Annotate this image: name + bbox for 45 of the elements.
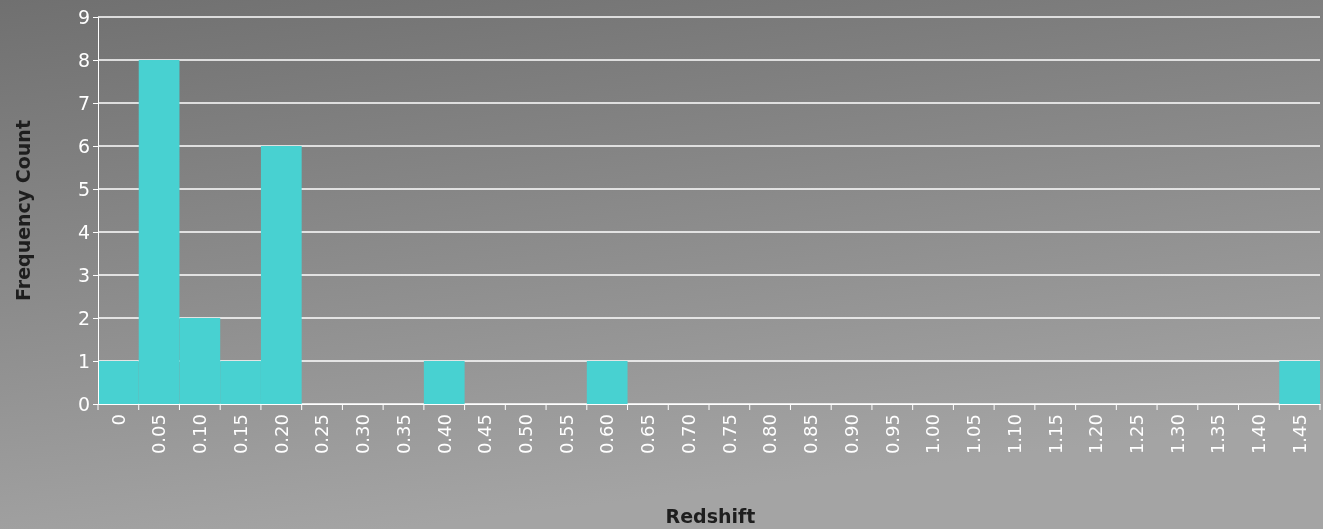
- x-tick-label: 0.60: [596, 414, 618, 455]
- x-tick-label: 0.10: [189, 414, 211, 455]
- x-tick-label: 1.45: [1288, 414, 1310, 455]
- x-tick-label: 1.15: [1044, 414, 1066, 455]
- y-tick-label: 1: [77, 349, 90, 372]
- y-tick-label: 9: [77, 5, 90, 28]
- x-tick-label: 0.95: [881, 414, 903, 455]
- x-tick-label: 0.80: [759, 414, 781, 455]
- x-tick-label: 0.45: [474, 414, 496, 455]
- x-tick-label: 0.30: [352, 414, 374, 455]
- bar: [423, 361, 465, 404]
- x-tick-label: 1.40: [1248, 414, 1270, 455]
- x-tick-label: 0.90: [840, 414, 862, 455]
- x-tick-label: 0.25: [311, 414, 333, 455]
- y-tick-label: 2: [77, 306, 90, 329]
- bar: [1279, 361, 1320, 404]
- x-tick-label: 1.05: [963, 414, 985, 455]
- y-tick-label: 6: [77, 134, 90, 157]
- x-tick-label: 1.20: [1085, 414, 1107, 455]
- y-tick-label: 0: [77, 392, 90, 415]
- x-tick-label: 0.65: [637, 414, 659, 455]
- x-tick-label: 0.40: [433, 414, 455, 455]
- bar: [586, 361, 628, 404]
- x-tick-label: 0: [107, 414, 129, 426]
- x-tick-label: 1.30: [1166, 414, 1188, 455]
- x-tick-label: 0.70: [677, 414, 699, 455]
- x-tick-label: 0.15: [229, 414, 251, 455]
- x-axis-title: Redshift: [665, 505, 756, 527]
- y-tick-label: 7: [77, 91, 90, 114]
- x-tick-label: 0.20: [270, 414, 292, 455]
- y-axis-title: Frequency Count: [12, 120, 34, 301]
- x-tick-label: 1.00: [922, 414, 944, 455]
- x-tick-label: 1.35: [1207, 414, 1229, 455]
- x-tick-label: 0.50: [515, 414, 536, 455]
- y-tick-label: 8: [77, 48, 90, 71]
- x-tick-label: 0.55: [555, 414, 577, 455]
- x-tick-label: 0.75: [718, 414, 740, 455]
- y-tick-label: 4: [77, 220, 90, 243]
- x-tick-label: 1.10: [1003, 414, 1025, 455]
- x-tick-label: 0.85: [800, 414, 822, 455]
- x-tick-label: 0.35: [392, 414, 414, 455]
- y-tick-label: 3: [77, 263, 90, 286]
- x-tick-label: 0.05: [148, 414, 170, 455]
- x-tick-label: 1.25: [1126, 414, 1147, 455]
- y-tick-label: 5: [77, 177, 90, 200]
